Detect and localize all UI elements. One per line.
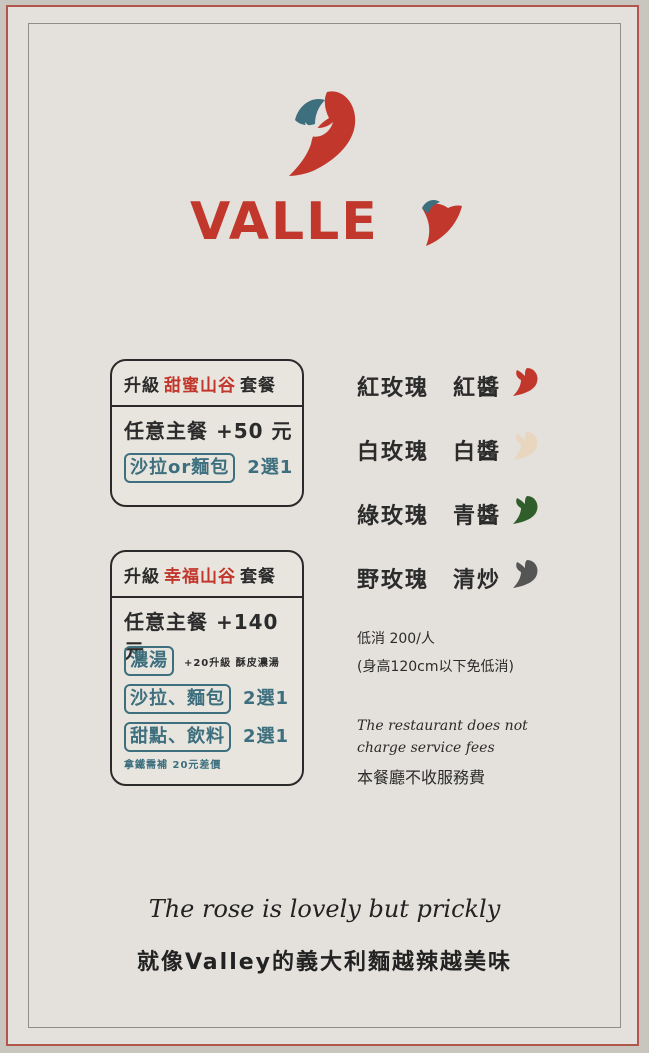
service-fee-en-1: The restaurant does not	[357, 718, 528, 734]
set-prefix: 升級	[124, 375, 160, 396]
sauce-name: 紅醬	[453, 376, 502, 401]
set-menu-title: 升級 幸福山谷 套餐	[112, 552, 302, 598]
set-main-price: 任意主餐 +50 元	[124, 419, 293, 443]
set-menu-sweet-valley: 升級 甜蜜山谷 套餐 任意主餐 +50 元 沙拉or麵包 2選1	[110, 359, 304, 507]
set-prefix: 升級	[124, 566, 160, 587]
rose-logo-icon	[289, 91, 356, 176]
set-name: 甜蜜山谷	[164, 375, 236, 396]
brand-wordmark: VALLE	[190, 190, 470, 254]
menu-card	[6, 5, 639, 1046]
sauce-name: 清炒	[453, 568, 502, 593]
choice-note: 2選1	[242, 726, 290, 747]
minimum-charge: 低消 200/人	[357, 631, 435, 647]
choice-pill: 沙拉or麵包	[124, 453, 236, 483]
choice-pill: 沙拉、麵包	[124, 684, 231, 714]
set-main-price: 任意主餐 +140 元	[124, 610, 279, 663]
rose-wordmark-icon	[422, 200, 462, 246]
red-rose-icon	[513, 368, 538, 396]
white-rose-icon	[513, 432, 538, 460]
grey-rose-icon	[513, 560, 538, 588]
sauce-row-red: 紅玫瑰 紅醬	[357, 368, 538, 402]
set-choice-row: 沙拉or麵包 2選1	[124, 453, 293, 483]
rose-name: 紅玫瑰	[357, 376, 430, 401]
sauce-row-grey: 野玫瑰 清炒	[357, 560, 538, 594]
sauce-row-green: 綠玫瑰 青醬	[357, 496, 538, 530]
choice-row-2: 甜點、飲料 2選1	[124, 722, 289, 752]
sauce-name: 青醬	[453, 504, 502, 529]
tagline-english: The rose is lovely but prickly	[148, 895, 501, 923]
set-suffix: 套餐	[240, 566, 276, 587]
set-suffix: 套餐	[240, 375, 276, 396]
soup-note: +20升級 酥皮濃湯	[183, 658, 280, 669]
soup-pill: 濃湯	[124, 646, 174, 676]
service-fee-zh: 本餐廳不收服務費	[357, 768, 486, 787]
choice-note: 2選1	[247, 457, 294, 478]
choice-row-1: 沙拉、麵包 2選1	[124, 684, 289, 714]
sauce-row-white: 白玫瑰 白醬	[357, 432, 538, 466]
set-menu-title: 升級 甜蜜山谷 套餐	[112, 361, 302, 407]
green-rose-icon	[513, 496, 538, 524]
soup-row: 濃湯 +20升級 酥皮濃湯	[124, 646, 280, 676]
set-name: 幸福山谷	[164, 566, 236, 587]
service-fee-en-2: charge service fees	[357, 740, 495, 756]
latte-note: 拿鐵需補 20元差價	[124, 760, 222, 771]
menu-inner-border	[28, 23, 621, 1028]
rose-name: 野玫瑰	[357, 568, 430, 593]
rose-name: 白玫瑰	[357, 440, 430, 465]
choice-pill: 甜點、飲料	[124, 722, 231, 752]
sauce-name: 白醬	[453, 440, 502, 465]
brand-name: VALLE	[190, 192, 379, 252]
choice-note: 2選1	[242, 688, 290, 709]
height-rule: (身高120cm以下免低消)	[357, 659, 514, 675]
tagline-chinese: 就像Valley的義大利麵越辣越美味	[136, 950, 512, 975]
set-menu-happy-valley: 升級 幸福山谷 套餐 任意主餐 +140 元 濃湯 +20升級 酥皮濃湯 沙拉、…	[110, 550, 304, 786]
rose-name: 綠玫瑰	[357, 504, 430, 529]
